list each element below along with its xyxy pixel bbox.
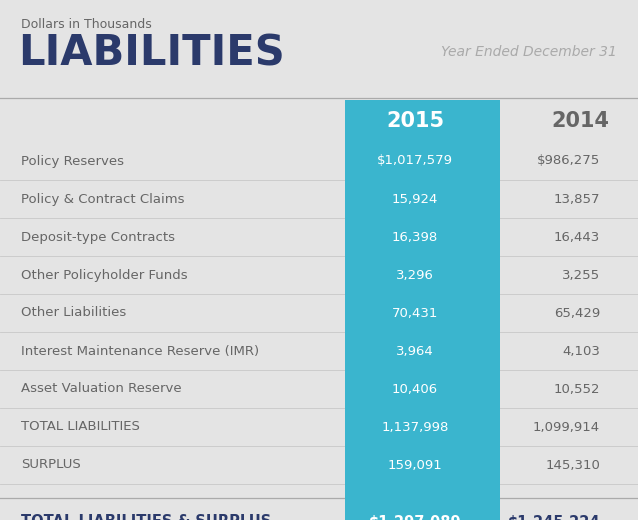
Text: $1,297,089: $1,297,089 xyxy=(369,514,461,520)
Text: 3,255: 3,255 xyxy=(562,268,600,281)
Text: 70,431: 70,431 xyxy=(392,306,438,319)
Text: 10,406: 10,406 xyxy=(392,383,438,396)
Text: 1,099,914: 1,099,914 xyxy=(533,421,600,434)
Text: 159,091: 159,091 xyxy=(388,459,442,472)
Text: $1,245,224: $1,245,224 xyxy=(507,514,600,520)
Text: 15,924: 15,924 xyxy=(392,192,438,205)
Text: LIABILITIES: LIABILITIES xyxy=(18,32,285,74)
Text: Year Ended December 31: Year Ended December 31 xyxy=(441,45,617,59)
Text: Deposit-type Contracts: Deposit-type Contracts xyxy=(21,230,175,243)
Text: 16,398: 16,398 xyxy=(392,230,438,243)
Text: $1,017,579: $1,017,579 xyxy=(377,154,453,167)
Bar xyxy=(345,100,500,520)
Text: Policy Reserves: Policy Reserves xyxy=(21,154,124,167)
Text: 145,310: 145,310 xyxy=(545,459,600,472)
Text: Asset Valuation Reserve: Asset Valuation Reserve xyxy=(21,383,182,396)
Text: 65,429: 65,429 xyxy=(554,306,600,319)
Text: TOTAL LIABILITIES & SURPLUS: TOTAL LIABILITIES & SURPLUS xyxy=(21,514,271,520)
Text: 2015: 2015 xyxy=(386,111,444,131)
Text: Interest Maintenance Reserve (IMR): Interest Maintenance Reserve (IMR) xyxy=(21,344,259,358)
Text: Other Policyholder Funds: Other Policyholder Funds xyxy=(21,268,188,281)
Text: 10,552: 10,552 xyxy=(554,383,600,396)
Text: SURPLUS: SURPLUS xyxy=(21,459,81,472)
Text: TOTAL LIABILITIES: TOTAL LIABILITIES xyxy=(21,421,140,434)
Text: 1,137,998: 1,137,998 xyxy=(382,421,449,434)
Text: 13,857: 13,857 xyxy=(554,192,600,205)
Text: Policy & Contract Claims: Policy & Contract Claims xyxy=(21,192,184,205)
Text: $986,275: $986,275 xyxy=(537,154,600,167)
Text: 16,443: 16,443 xyxy=(554,230,600,243)
Text: 4,103: 4,103 xyxy=(562,344,600,358)
Text: Other Liabilities: Other Liabilities xyxy=(21,306,126,319)
Text: 3,296: 3,296 xyxy=(396,268,434,281)
Text: 2014: 2014 xyxy=(551,111,609,131)
Text: Dollars in Thousands: Dollars in Thousands xyxy=(21,18,152,31)
Text: 3,964: 3,964 xyxy=(396,344,434,358)
